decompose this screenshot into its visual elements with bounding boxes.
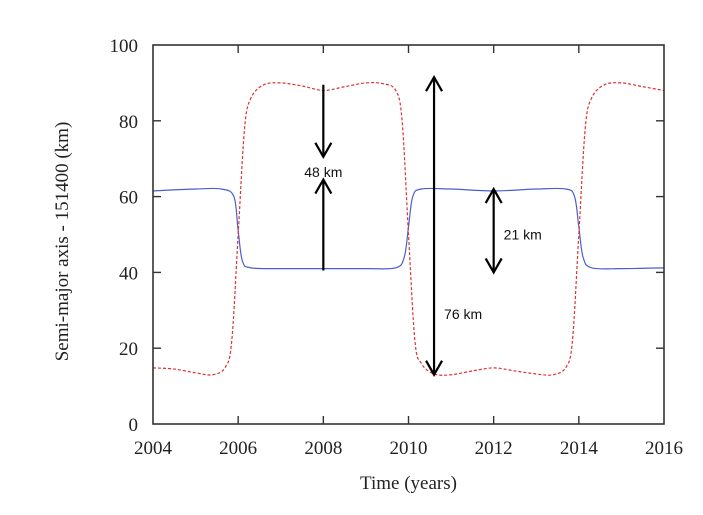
arrowhead [484,186,503,204]
annotation-76-km: 76 km [425,74,482,377]
arrowhead [314,142,333,160]
x-tick-label: 2010 [390,438,428,459]
y-tick-labels: 0 20 40 60 80 100 [110,36,139,436]
x-tick-label: 2008 [304,438,342,459]
y-tick-label: 0 [129,415,139,436]
x-tick-label: 2006 [219,438,257,459]
annotation-label: 76 km [444,306,482,322]
x-tick-label: 2014 [560,438,599,459]
annotation-label: 21 km [504,227,542,243]
x-tick-label: 2012 [475,438,513,459]
annotation-48-km: 48 km [304,84,342,271]
y-tick-label: 40 [119,263,138,284]
tick-layer [153,45,664,424]
y-tick-label: 20 [119,339,138,360]
x-tick-label: 2016 [645,438,683,459]
arrowhead [484,257,503,275]
annotation-label: 48 km [304,164,342,180]
y-tick-label: 60 [119,188,138,209]
y-tick-label: 80 [119,112,138,133]
annotation-layer: 48 km 76 km 21 km [304,74,542,377]
x-tick-label: 2004 [134,438,173,459]
annotation-21-km: 21 km [484,186,542,275]
arrowhead [425,74,444,92]
x-tick-labels: 2004 2006 2008 2010 2012 2014 2016 [134,438,683,459]
series-layer [152,81,665,376]
arrowhead [314,177,333,195]
y-axis-label: Semi-major axis - 151400 (km) [52,122,73,362]
y-tick-label: 100 [110,36,139,57]
series-line-red-dashed [152,81,665,376]
x-axis-label: Time (years) [360,473,457,494]
arrowhead [425,360,444,377]
